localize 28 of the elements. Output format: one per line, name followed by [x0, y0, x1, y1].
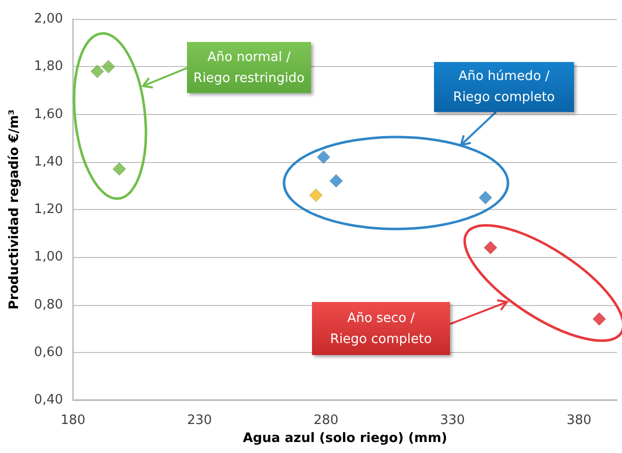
y-tick-label: 1,60 — [34, 106, 63, 122]
annotation: Año normal / Riego restringido — [187, 42, 311, 93]
y-tick-label: 0,60 — [34, 344, 63, 360]
y-axis-title: Productividad regadío €/m³ — [7, 109, 22, 310]
y-tick-label: 1,80 — [34, 59, 63, 74]
annotation: Año seco / Riego completo — [312, 302, 450, 355]
y-tick-label: 2,00 — [34, 12, 63, 26]
point — [316, 150, 330, 164]
y-tick-label: 1,00 — [34, 250, 63, 265]
point — [484, 240, 498, 254]
x-axis-title: Agua azul (solo riego) (mm) — [242, 431, 448, 446]
y-tick-label: 0,40 — [34, 392, 63, 408]
annotation: Año húmedo / Riego completo — [434, 62, 574, 112]
x-tick-label: 230 — [187, 413, 212, 428]
y-tick-label: 1,20 — [34, 202, 63, 217]
point — [478, 190, 492, 204]
point — [329, 174, 343, 188]
point — [309, 188, 323, 202]
point — [102, 60, 116, 74]
point — [90, 64, 104, 78]
x-tick-label: 280 — [314, 413, 338, 428]
y-tick-label: 1,40 — [34, 154, 63, 170]
y-tick-label: 0,80 — [34, 297, 63, 312]
x-tick-label: 180 — [60, 413, 86, 428]
x-tick-label: 330 — [440, 413, 465, 428]
point — [592, 312, 606, 326]
point — [112, 162, 126, 176]
x-tick-label: 380 — [566, 413, 592, 428]
